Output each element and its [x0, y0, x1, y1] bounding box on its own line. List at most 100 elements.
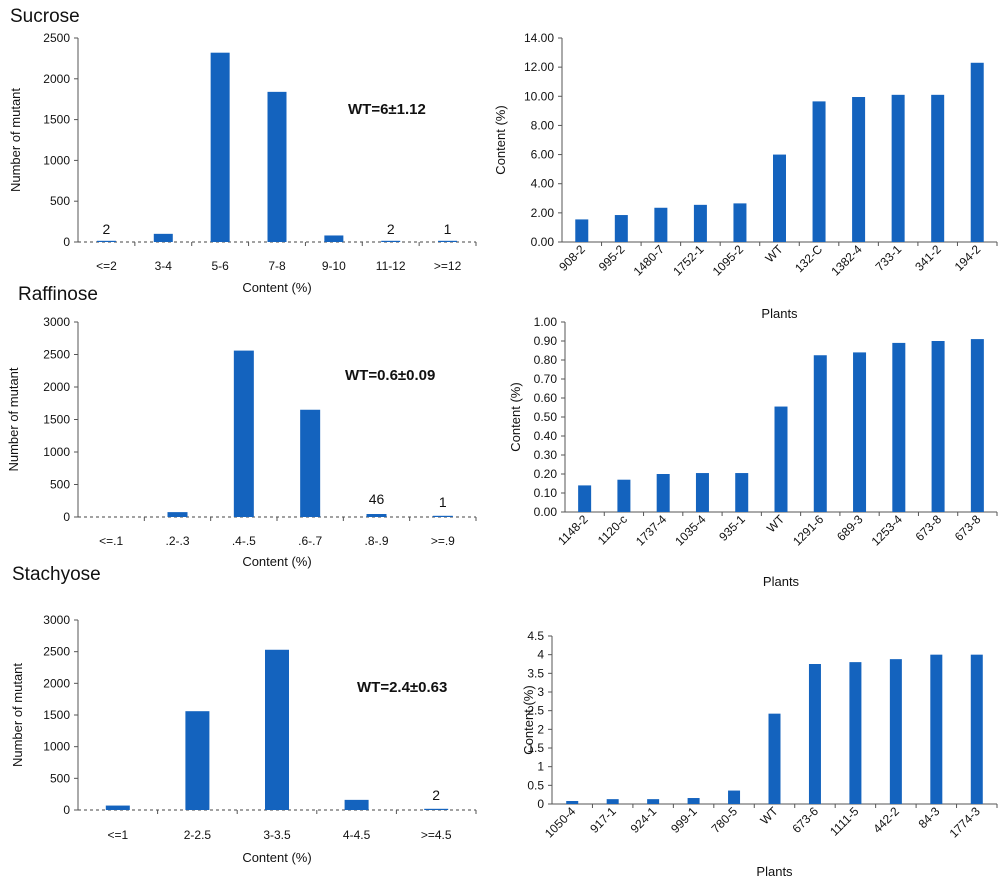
- x-tick-label: >=4.5: [421, 828, 452, 842]
- x-tick-label: <=1: [107, 828, 128, 842]
- bar-raffinose_plants-0: [578, 485, 592, 512]
- bar-sucrose_plants-4: [733, 203, 747, 242]
- y-tick-label: 3: [537, 685, 544, 699]
- data-label: 2: [103, 221, 111, 237]
- bar-sucrose_plants-3: [693, 204, 707, 242]
- x-tick-label: 673-6: [789, 804, 821, 836]
- x-tick-label: 1480-7: [631, 242, 668, 279]
- y-tick-label: 3000: [43, 613, 70, 627]
- y-tick-label: 8.00: [531, 118, 555, 132]
- bar-stachyose_plants-0: [566, 801, 579, 804]
- bar-raffinose_plants-2: [656, 474, 670, 512]
- bar-sucrose_plants-9: [931, 94, 945, 242]
- chart-sucrose_hist: Sucrose 0 500 1000 1500 2000 2500 <=2 2 3-4 5-6 7-8…: [8, 6, 477, 295]
- data-label: 2: [387, 221, 395, 237]
- y-tick-label: 500: [50, 771, 70, 785]
- x-tick-label: 995-2: [596, 242, 628, 274]
- x-tick-label: 673-8: [952, 512, 984, 544]
- x-tick-label: .6-.7: [298, 534, 322, 548]
- y-axis-title: Content (%): [521, 685, 536, 754]
- chart-stachyose_hist: Stachyose 0 500 1000 1500 2000 2500 3000 <=1 2-2.…: [10, 564, 477, 865]
- y-tick-label: 0: [63, 803, 70, 817]
- x-axis-title: Content (%): [242, 280, 311, 295]
- bar-stachyose_hist-1: [185, 711, 210, 810]
- y-tick-label: 0.50: [534, 410, 558, 424]
- y-axis-title: Content (%): [493, 105, 508, 174]
- bar-stachyose_hist-4: [424, 808, 449, 810]
- x-tick-label: 84-3: [916, 804, 943, 831]
- x-tick-label: 3-3.5: [263, 828, 291, 842]
- x-tick-label: 341-2: [912, 242, 944, 274]
- bar-raffinose_hist-1: [167, 512, 188, 517]
- y-tick-label: 0.10: [534, 486, 558, 500]
- y-tick-label: 0.90: [534, 334, 558, 348]
- x-tick-label: 1752-1: [670, 242, 707, 279]
- y-tick-label: 500: [50, 478, 70, 492]
- bar-raffinose_plants-1: [617, 479, 631, 512]
- x-tick-label: 3-4: [155, 259, 173, 273]
- y-tick-label: 6.00: [531, 148, 555, 162]
- panel-title: Stachyose: [12, 564, 101, 585]
- y-tick-label: 10.00: [524, 89, 554, 103]
- x-tick-label: 2-2.5: [184, 828, 212, 842]
- x-tick-label: 1737-4: [633, 512, 670, 549]
- bar-sucrose_hist-3: [267, 91, 287, 242]
- y-tick-label: 4: [537, 648, 544, 662]
- panel-title: Raffinose: [18, 284, 98, 305]
- bar-stachyose_hist-3: [344, 799, 369, 810]
- x-tick-label: .4-.5: [232, 534, 256, 548]
- bar-sucrose_plants-6: [812, 101, 826, 242]
- y-tick-label: 2.5: [527, 704, 544, 718]
- bar-raffinose_hist-3: [300, 409, 321, 517]
- y-tick-label: 0: [63, 235, 70, 249]
- y-tick-label: 0.00: [531, 235, 555, 249]
- x-tick-label: 1120-c: [595, 512, 630, 547]
- bar-sucrose_plants-10: [970, 62, 984, 243]
- wt-annotation: WT=6±1.12: [348, 101, 426, 118]
- y-tick-label: 3.5: [527, 666, 544, 680]
- bar-raffinose_plants-8: [892, 342, 906, 512]
- bar-raffinose_plants-9: [931, 341, 945, 512]
- y-axis-title: Number of mutant: [6, 367, 21, 471]
- x-tick-label: <=2: [96, 259, 117, 273]
- x-tick-label: 1253-4: [869, 512, 906, 549]
- x-tick-label: .2-.3: [165, 534, 189, 548]
- bar-sucrose_plants-0: [575, 219, 589, 242]
- bar-sucrose_hist-5: [381, 240, 401, 242]
- x-tick-label: 1050-4: [542, 804, 579, 841]
- x-tick-label: >=.9: [431, 534, 455, 548]
- x-tick-label: 733-1: [873, 242, 905, 274]
- x-axis-title: Plants: [761, 306, 798, 321]
- bar-raffinose_hist-2: [233, 350, 254, 517]
- x-tick-label: WT: [764, 512, 788, 536]
- x-tick-label: 908-2: [556, 242, 588, 274]
- y-tick-label: 0.5: [527, 778, 544, 792]
- y-tick-label: 2000: [43, 676, 70, 690]
- bar-sucrose_hist-0: [96, 240, 116, 242]
- bar-raffinose_hist-5: [432, 515, 453, 517]
- data-label: 2: [432, 787, 440, 803]
- bar-raffinose_plants-5: [774, 406, 788, 512]
- data-label: 1: [439, 494, 447, 510]
- y-tick-label: 2.00: [531, 206, 555, 220]
- bar-raffinose_plants-4: [735, 473, 749, 512]
- y-tick-label: 1.00: [534, 315, 558, 329]
- x-tick-label: .8-.9: [364, 534, 388, 548]
- bar-sucrose_hist-1: [153, 233, 173, 242]
- y-tick-label: 0.40: [534, 429, 558, 443]
- x-tick-label: 194-2: [952, 242, 984, 274]
- bar-stachyose_hist-2: [265, 649, 289, 810]
- panel-title: Sucrose: [10, 6, 80, 27]
- bar-stachyose_plants-1: [606, 799, 619, 804]
- bar-stachyose_plants-5: [768, 713, 781, 804]
- y-axis-title: Content (%): [508, 382, 523, 451]
- bar-sucrose_plants-5: [773, 154, 786, 242]
- bar-stachyose_plants-8: [889, 659, 902, 804]
- x-tick-label: 1111-5: [827, 804, 862, 839]
- y-tick-label: 1.5: [527, 741, 544, 755]
- bar-stachyose_plants-6: [808, 664, 821, 804]
- bar-raffinose_plants-3: [695, 473, 709, 512]
- y-tick-label: 1500: [43, 708, 70, 722]
- chart-raffinose_hist: Raffinose 0 500 1000 1500 2000 2500 3000 <=.1 .2-…: [6, 284, 477, 569]
